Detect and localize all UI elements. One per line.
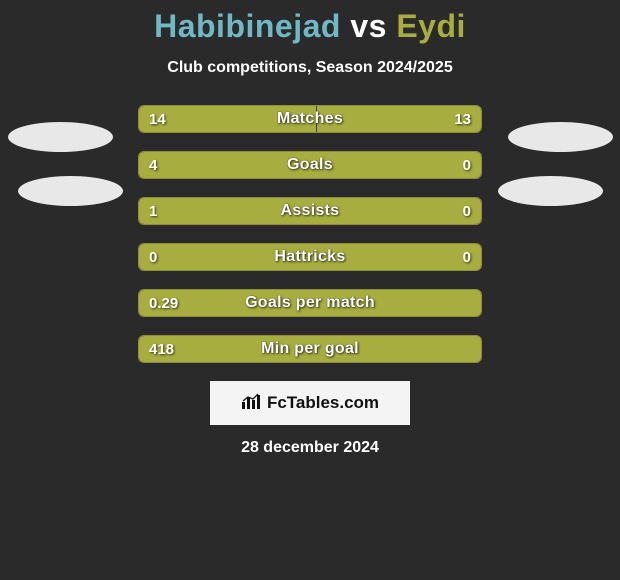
- stat-bar-value-left: 1: [149, 198, 157, 224]
- stat-bar-row: Min per goal418: [138, 335, 482, 363]
- stat-bar-row: Hattricks0 0: [138, 243, 482, 271]
- stat-bar-row: Goals4 0: [138, 151, 482, 179]
- player-badge-oval: [8, 122, 113, 152]
- player-badge-oval: [18, 176, 123, 206]
- page-title: Habibinejad vs Eydi: [0, 8, 620, 45]
- stat-bar-value-left: 418: [149, 336, 174, 362]
- stat-bar-label: Min per goal: [139, 336, 481, 362]
- stat-bar-label: Goals: [139, 152, 481, 178]
- stat-bar-value-right: 0: [463, 198, 471, 224]
- stat-bar-row: Matches14 13: [138, 105, 482, 133]
- comparison-card: Habibinejad vs Eydi Club competitions, S…: [0, 0, 620, 457]
- stat-bar-label: Assists: [139, 198, 481, 224]
- stat-bar-value-right: 13: [454, 106, 471, 132]
- snapshot-date: 28 december 2024: [0, 439, 620, 457]
- player-badge-oval: [498, 176, 603, 206]
- subtitle: Club competitions, Season 2024/2025: [0, 59, 620, 77]
- chart-icon: [241, 392, 263, 415]
- stat-bar-value-left: 0.29: [149, 290, 178, 316]
- stat-bar-label: Goals per match: [139, 290, 481, 316]
- fctables-logo: FcTables.com: [210, 381, 410, 425]
- stat-bar-value-right: 0: [463, 244, 471, 270]
- stat-bar-value-left: 4: [149, 152, 157, 178]
- stat-bar-value-left: 0: [149, 244, 157, 270]
- title-player-right: Eydi: [396, 8, 466, 44]
- stat-bar-row: Goals per match0.29: [138, 289, 482, 317]
- title-vs: vs: [350, 8, 387, 44]
- stat-bar-label: Matches: [139, 106, 481, 132]
- title-player-left: Habibinejad: [154, 8, 341, 44]
- comparison-bars: Matches1413Goals40Assists10Hattricks00Go…: [138, 105, 482, 363]
- fctables-logo-text: FcTables.com: [267, 393, 379, 413]
- stat-bar-value-right: 0: [463, 152, 471, 178]
- stat-bar-row: Assists1 0: [138, 197, 482, 225]
- stat-bar-label: Hattricks: [139, 244, 481, 270]
- stat-bar-value-left: 14: [149, 106, 166, 132]
- player-badge-oval: [508, 122, 613, 152]
